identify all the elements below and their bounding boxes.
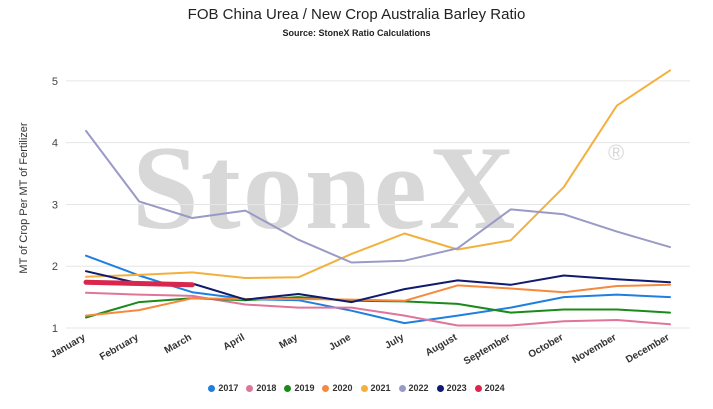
watermark-text: StoneX	[132, 121, 517, 254]
legend-label: 2023	[446, 383, 467, 393]
y-axis-ticks: 1 2 3 4 5	[52, 76, 58, 335]
legend-label: 2019	[294, 383, 315, 393]
legend-swatch	[284, 385, 292, 392]
legend-swatch	[474, 385, 482, 392]
series-line-2018	[85, 291, 671, 327]
series-line-2020	[85, 283, 671, 317]
x-tick-label: March	[163, 332, 194, 356]
legend-swatch	[398, 385, 406, 392]
chart-title: FOB China Urea / New Crop Australia Barl…	[187, 6, 526, 23]
legend: 2017 2018 2019 2020 2021 2022 2023 2024	[0, 383, 713, 393]
legend-item-2024[interactable]: 2024	[474, 383, 505, 393]
legend-item-2021[interactable]: 2021	[360, 383, 391, 393]
legend-swatch	[246, 385, 254, 392]
watermark: StoneX ®	[132, 121, 624, 254]
legend-item-2017[interactable]: 2017	[208, 383, 238, 393]
legend-label: 2021	[370, 383, 391, 393]
legend-label: 2018	[256, 383, 277, 393]
x-tick-label: May	[278, 332, 301, 351]
chart-subtitle: Source: StoneX Ratio Calculations	[282, 28, 431, 38]
legend-swatch	[208, 385, 216, 392]
x-tick-label: July	[383, 332, 406, 352]
x-axis-ticks: January February March April May June July Augu…	[49, 332, 672, 368]
y-tick-label: 3	[52, 199, 58, 211]
series-line-2024	[83, 279, 195, 288]
x-tick-label: April	[222, 332, 247, 353]
legend-label: 2024	[484, 383, 505, 393]
legend-item-2022[interactable]: 2022	[398, 383, 429, 393]
x-tick-label: June	[327, 332, 353, 353]
y-tick-label: 2	[52, 261, 58, 273]
legend-swatch	[360, 385, 368, 392]
x-tick-label: January	[49, 332, 88, 361]
legend-item-2019[interactable]: 2019	[284, 383, 314, 393]
legend-swatch	[322, 385, 330, 392]
y-tick-label: 5	[52, 76, 58, 88]
legend-label: 2020	[332, 383, 353, 393]
legend-label: 2022	[408, 383, 429, 393]
watermark-registered-mark: ®	[608, 140, 624, 165]
legend-item-2018[interactable]: 2018	[246, 383, 276, 393]
x-tick-label: February	[98, 332, 141, 363]
legend-item-2020[interactable]: 2020	[322, 383, 353, 393]
legend-label: 2017	[218, 383, 239, 393]
series-line-2021	[85, 69, 671, 279]
legend-item-2023[interactable]: 2023	[436, 383, 467, 393]
legend-swatch	[436, 385, 444, 392]
x-tick-label: October	[527, 332, 566, 361]
y-axis-title: MT of Crop Per MT of Fertilizer	[18, 122, 30, 274]
gridlines	[66, 80, 690, 329]
y-tick-label: 4	[52, 138, 58, 150]
series-lines	[83, 69, 671, 327]
y-tick-label: 1	[52, 323, 58, 335]
x-tick-label: August	[424, 332, 460, 359]
x-tick-label: December	[624, 332, 671, 366]
series-line-2022	[85, 129, 671, 264]
series-line-2017	[85, 254, 671, 325]
x-tick-label: November	[571, 332, 619, 366]
x-tick-label: September	[462, 332, 512, 367]
